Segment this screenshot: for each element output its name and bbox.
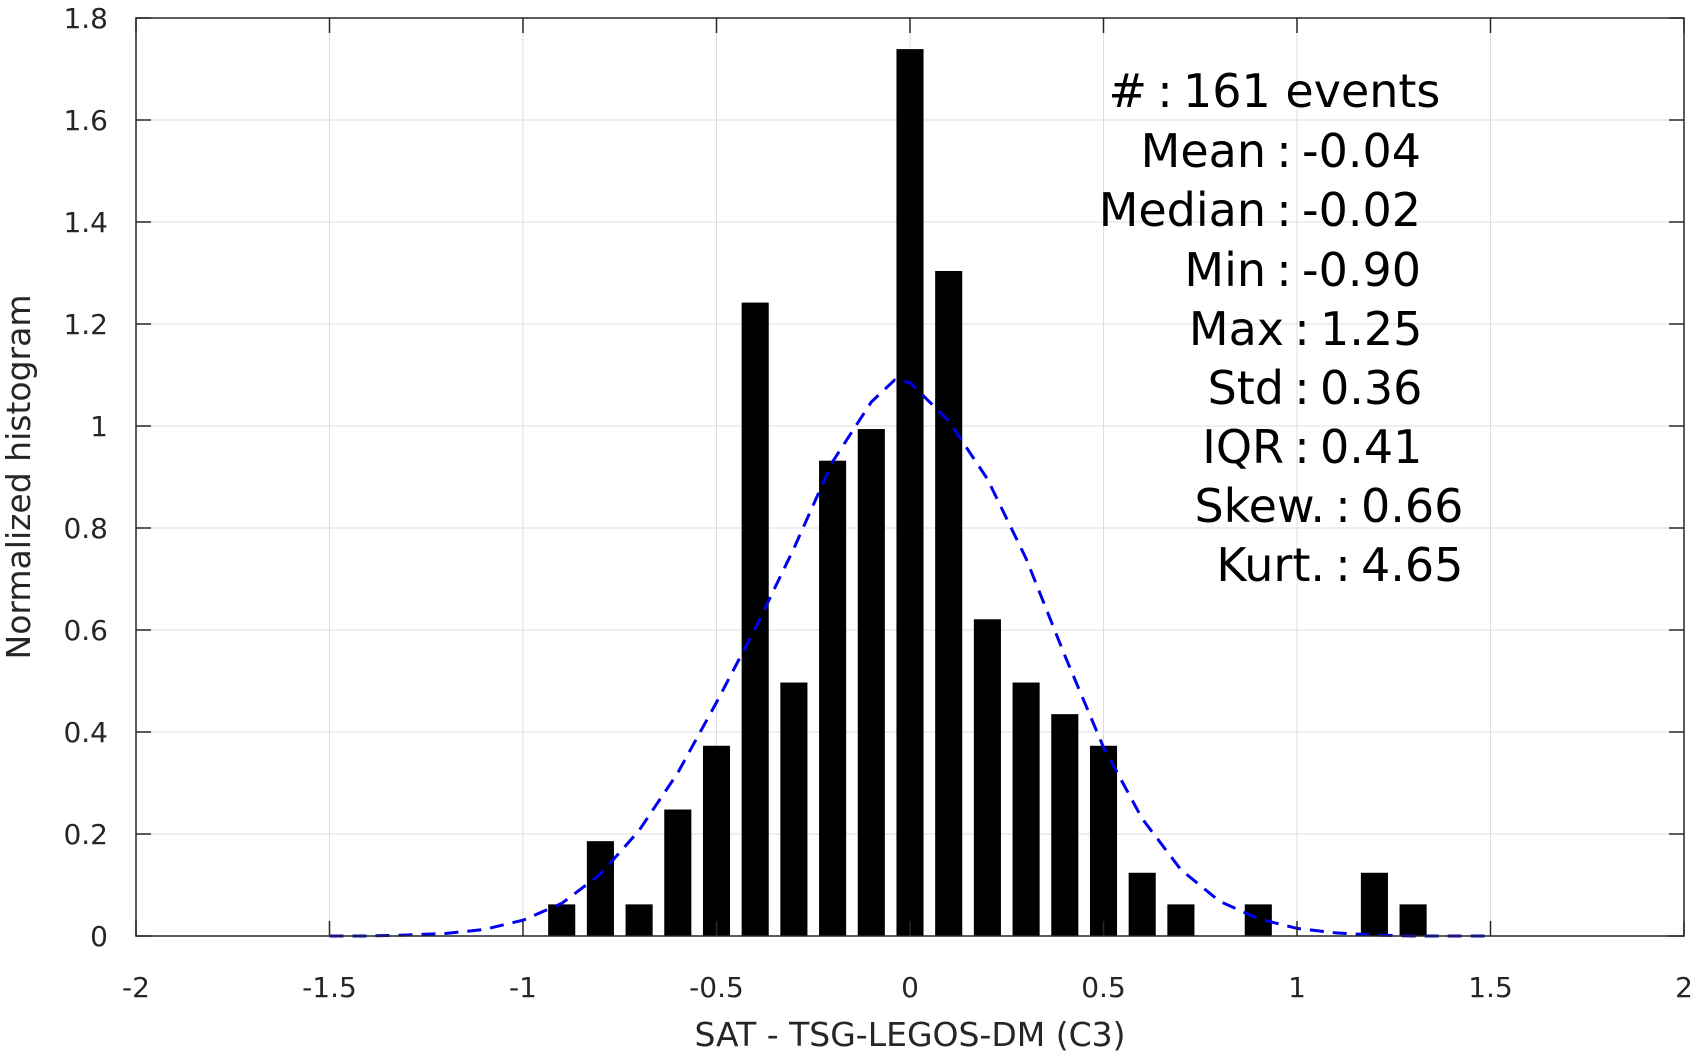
x-axis-label: SAT - TSG-LEGOS-DM (C3) [695, 1015, 1126, 1053]
y-tick-label: 0 [90, 920, 108, 953]
stats-key: # [1108, 64, 1147, 118]
x-tick-label: 1.5 [1468, 971, 1513, 1004]
histogram-bar [664, 809, 692, 936]
stats-row: Max:1.25 [1189, 302, 1423, 356]
stats-key: Median [1099, 183, 1266, 237]
stats-value: 0.36 [1320, 361, 1422, 415]
stats-row: IQR:0.41 [1202, 420, 1422, 474]
histogram-bar [625, 904, 653, 936]
y-tick-label: 0.4 [63, 716, 108, 749]
histogram-bar [1128, 872, 1156, 936]
stats-key: Min [1184, 243, 1266, 297]
stats-value: -0.04 [1302, 124, 1421, 178]
stats-separator: : [1294, 361, 1310, 415]
stats-separator: : [1276, 183, 1292, 237]
x-tick-label: -1 [509, 971, 537, 1004]
y-tick-label: 1.4 [63, 206, 108, 239]
y-tick-label: 1.8 [63, 2, 108, 35]
normal-fit-curve [329, 378, 1491, 938]
stats-value: -0.02 [1302, 183, 1421, 237]
histogram-bar [1360, 872, 1388, 936]
x-tick-label: 2 [1675, 971, 1693, 1004]
histogram-bar [1399, 904, 1427, 936]
x-tick-label: -2 [122, 971, 150, 1004]
stats-separator: : [1276, 243, 1292, 297]
stats-value: 4.65 [1361, 538, 1463, 592]
stats-key: Std [1208, 361, 1284, 415]
stats-key: Kurt. [1216, 538, 1325, 592]
stats-value: 0.41 [1320, 420, 1422, 474]
histogram-bar [1167, 904, 1195, 936]
histogram-bar [702, 745, 731, 936]
histogram-bar [819, 460, 847, 936]
axis-ticks [135, 17, 1685, 937]
x-tick-labels: -2 -1.5 -1 -0.5 0 0.5 1 1.5 2 [122, 971, 1693, 1004]
y-tick-label: 1.2 [63, 308, 108, 341]
x-tick-label: -0.5 [689, 971, 744, 1004]
y-tick-label: 0.6 [63, 614, 108, 647]
stats-row: Std:0.36 [1208, 361, 1423, 415]
histogram-bar [741, 302, 769, 937]
stats-key: IQR [1202, 420, 1284, 474]
histogram-bar [857, 429, 885, 936]
stats-key: Skew. [1194, 479, 1325, 533]
stats-separator: : [1276, 124, 1292, 178]
x-tick-label: 1 [1288, 971, 1306, 1004]
x-tick-label: 0 [901, 971, 919, 1004]
histogram-bar [780, 682, 808, 936]
stats-key: Max [1189, 302, 1284, 356]
stats-separator: : [1294, 420, 1310, 474]
stats-separator: : [1157, 64, 1173, 118]
stats-value: 161 events [1183, 64, 1440, 118]
stats-row: Skew.:0.66 [1194, 479, 1463, 533]
histogram-bar [1051, 714, 1079, 936]
stats-value: -0.90 [1302, 243, 1421, 297]
histogram-bar [1012, 682, 1040, 936]
y-tick-label: 0.8 [63, 512, 108, 545]
stats-row: Mean: -0.04 [1141, 124, 1421, 178]
stats-row: Min: -0.90 [1184, 243, 1421, 297]
histogram-bar [1089, 745, 1118, 936]
y-axis-label: Normalized histogram [0, 295, 38, 660]
y-tick-labels: 0 0.2 0.4 0.6 0.8 1 1.2 1.4 1.6 1.8 [63, 2, 108, 953]
x-tick-label: -1.5 [302, 971, 357, 1004]
y-tick-label: 0.2 [63, 818, 108, 851]
stats-separator: : [1335, 538, 1351, 592]
histogram-bar [935, 270, 963, 937]
y-tick-label: 1.6 [63, 104, 108, 137]
stats-separator: : [1335, 479, 1351, 533]
stats-key: Mean [1141, 124, 1266, 178]
histogram-bar [896, 49, 924, 937]
stats-value: 0.66 [1361, 479, 1463, 533]
stats-value: 1.25 [1320, 302, 1422, 356]
stats-separator: : [1294, 302, 1310, 356]
y-tick-label: 1 [90, 410, 108, 443]
histogram-bar [548, 904, 576, 936]
stats-row: Kurt.:4.65 [1216, 538, 1463, 592]
stats-row: #:161 events [1108, 64, 1440, 118]
histogram-bars [548, 49, 1427, 937]
histogram-bar [586, 841, 614, 936]
histogram-bar [973, 619, 1001, 936]
stats-row: Median: -0.02 [1099, 183, 1421, 237]
x-tick-label: 0.5 [1081, 971, 1126, 1004]
